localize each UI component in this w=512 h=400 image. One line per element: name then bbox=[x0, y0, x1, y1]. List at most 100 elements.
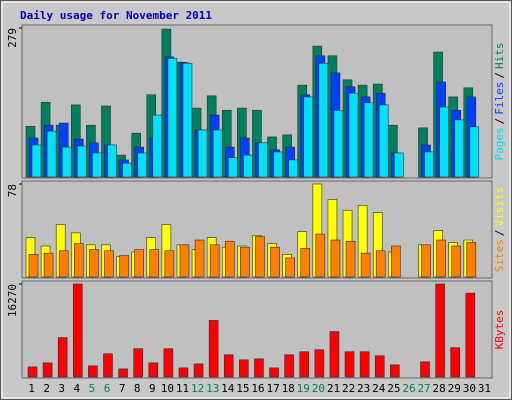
bar bbox=[314, 349, 325, 378]
x-tick-label: 27 bbox=[417, 382, 430, 395]
bar bbox=[255, 236, 265, 278]
bar bbox=[92, 152, 102, 178]
x-tick-label: 16 bbox=[251, 382, 264, 395]
bar bbox=[208, 320, 219, 378]
bar bbox=[88, 365, 98, 378]
bar bbox=[224, 240, 235, 278]
x-tick-label: 25 bbox=[387, 382, 400, 395]
y-tick-label: 78 bbox=[6, 184, 19, 197]
legend-separator: / bbox=[493, 230, 506, 237]
bar bbox=[451, 245, 462, 278]
bar bbox=[436, 239, 446, 278]
bar bbox=[223, 354, 234, 378]
bar bbox=[300, 248, 311, 278]
y-tick-label: 16270 bbox=[6, 284, 19, 317]
bar bbox=[394, 152, 404, 178]
x-tick-label: 8 bbox=[134, 382, 141, 395]
bar bbox=[28, 254, 39, 278]
y-tick-label: 279 bbox=[6, 28, 19, 48]
bar bbox=[390, 364, 400, 378]
bar bbox=[167, 58, 178, 178]
bar bbox=[197, 129, 208, 178]
bar bbox=[227, 157, 238, 178]
legend-entry: Files bbox=[493, 82, 506, 115]
x-tick-label: 24 bbox=[372, 382, 386, 395]
bar bbox=[73, 243, 84, 278]
bar bbox=[149, 249, 160, 278]
x-tick-label: 20 bbox=[312, 382, 325, 395]
bar bbox=[209, 244, 220, 278]
legend: KBytes bbox=[493, 310, 506, 350]
bar bbox=[163, 348, 174, 378]
bar bbox=[76, 145, 87, 178]
bar bbox=[182, 62, 193, 178]
x-tick-label: 3 bbox=[58, 382, 65, 395]
bar bbox=[152, 114, 163, 178]
bar bbox=[107, 144, 117, 178]
x-tick-label: 1 bbox=[28, 382, 35, 395]
bar bbox=[118, 368, 128, 378]
bar bbox=[122, 162, 132, 178]
x-tick-label: 22 bbox=[342, 382, 355, 395]
legend: Sites / Visits bbox=[493, 187, 506, 273]
legend-entry: Pages bbox=[493, 127, 506, 160]
x-tick-label: 12 bbox=[191, 382, 204, 395]
bar bbox=[239, 359, 249, 378]
x-tick-label: 29 bbox=[448, 382, 461, 395]
bar bbox=[164, 250, 175, 278]
bar bbox=[89, 249, 99, 278]
legend-entry: Sites bbox=[493, 239, 506, 272]
bar bbox=[72, 283, 83, 378]
bar bbox=[193, 363, 204, 378]
bar bbox=[315, 233, 326, 278]
bar bbox=[466, 242, 477, 278]
bar bbox=[465, 292, 476, 378]
bar bbox=[288, 159, 298, 178]
legend: Pages / Files / Hits bbox=[493, 43, 506, 161]
chart-title: Daily usage for November 2011 bbox=[20, 9, 212, 22]
x-tick-label: 23 bbox=[357, 382, 370, 395]
bar bbox=[42, 362, 53, 378]
bar bbox=[363, 102, 374, 178]
bar bbox=[391, 245, 401, 278]
bar bbox=[57, 337, 68, 378]
bar bbox=[61, 146, 72, 178]
bar bbox=[378, 104, 389, 178]
bar bbox=[454, 119, 465, 178]
x-tick-label: 6 bbox=[104, 382, 111, 395]
bar bbox=[344, 351, 355, 378]
x-tick-label: 5 bbox=[89, 382, 96, 395]
bar bbox=[194, 239, 205, 278]
bar bbox=[178, 367, 189, 378]
x-tick-label: 28 bbox=[433, 382, 446, 395]
bar bbox=[424, 151, 434, 178]
bar bbox=[133, 348, 143, 378]
bar bbox=[148, 362, 159, 378]
legend-entry: KBytes bbox=[493, 310, 506, 350]
x-tick-label: 7 bbox=[119, 382, 126, 395]
bar bbox=[360, 252, 371, 278]
bar bbox=[375, 250, 386, 278]
x-tick-label: 19 bbox=[297, 382, 310, 395]
bar bbox=[439, 106, 449, 178]
x-tick-label: 17 bbox=[266, 382, 279, 395]
bar bbox=[303, 96, 314, 178]
bar bbox=[254, 358, 264, 378]
legend-entry: Hits bbox=[493, 43, 506, 70]
bar bbox=[258, 142, 268, 178]
bar bbox=[330, 239, 341, 278]
x-tick-label: 26 bbox=[402, 382, 415, 395]
bar bbox=[243, 154, 253, 178]
bar bbox=[58, 250, 69, 278]
legend-separator: / bbox=[493, 72, 506, 79]
bar bbox=[212, 129, 223, 178]
bar bbox=[348, 92, 359, 178]
bar bbox=[31, 144, 42, 178]
x-tick-label: 15 bbox=[236, 382, 249, 395]
x-tick-label: 10 bbox=[161, 382, 174, 395]
bar bbox=[359, 351, 370, 378]
x-tick-label: 30 bbox=[463, 382, 476, 395]
bar bbox=[435, 283, 445, 378]
